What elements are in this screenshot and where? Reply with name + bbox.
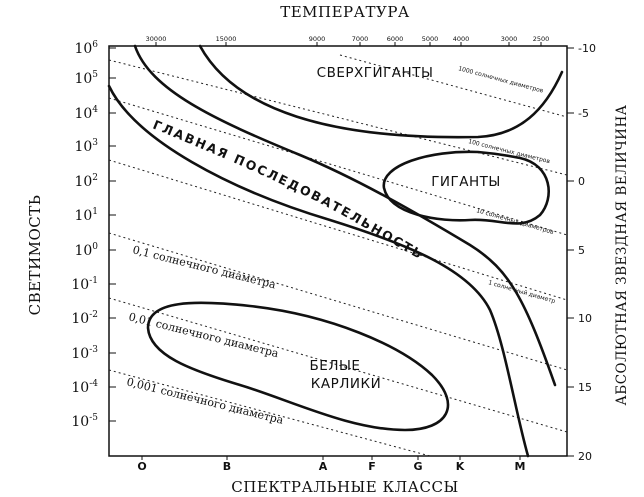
spectral-class-label: G bbox=[413, 460, 422, 473]
spectral-class-label: M bbox=[515, 460, 526, 473]
temperature-tick-label: 15000 bbox=[216, 35, 237, 43]
luminosity-axis-title: СВЕТИМОСТЬ bbox=[26, 195, 44, 316]
spectral-class-label: F bbox=[368, 460, 376, 473]
supergiants-label: СВЕРХГИГАНТЫ bbox=[317, 65, 434, 81]
luminosity-tick-label: 103 bbox=[74, 138, 98, 155]
magnitude-tick-label: 15 bbox=[578, 381, 592, 394]
luminosity-tick-label: 100 bbox=[74, 242, 98, 259]
luminosity-tick-label: 104 bbox=[74, 105, 98, 122]
magnitude-ticks: -10 -5 0 5 10 15 20 bbox=[567, 42, 596, 463]
temperature-axis-title: ТЕМПЕРАТУРА bbox=[280, 3, 410, 21]
spectral-class-label: A bbox=[319, 460, 328, 473]
luminosity-tick-label: 10-5 bbox=[71, 413, 98, 430]
white-dwarfs-label-line1: БЕЛЫЕ bbox=[310, 358, 361, 374]
spectral-class-label: O bbox=[137, 460, 146, 473]
giants-boundary bbox=[382, 150, 550, 225]
luminosity-tick-label: 102 bbox=[74, 173, 98, 190]
luminosity-ticks: 106 105 104 103 102 101 100 10-1 10-2 10-3 10-4 10-… bbox=[71, 40, 116, 430]
temperature-tick-label: 30000 bbox=[146, 35, 167, 43]
temperature-tick-label: 4000 bbox=[453, 35, 470, 43]
luminosity-tick-label: 10-2 bbox=[71, 310, 98, 327]
diameter-label-0-1: 0,1 солнечного диаметра bbox=[131, 243, 277, 291]
magnitude-tick-label: 0 bbox=[578, 175, 585, 188]
magnitude-tick-label: 20 bbox=[578, 450, 592, 463]
luminosity-tick-label: 10-1 bbox=[71, 276, 98, 293]
spectral-class-label: K bbox=[456, 460, 465, 473]
giants-label: ГИГАНТЫ bbox=[431, 174, 501, 190]
temperature-tick-label: 9000 bbox=[309, 35, 326, 43]
temperature-tick-label: 5000 bbox=[422, 35, 439, 43]
magnitude-axis-title: АБСОЛЮТНАЯ ЗВЕЗДНАЯ ВЕЛИЧИНА bbox=[614, 104, 630, 405]
diameter-label-0-001: 0,001 солнечного диаметра bbox=[125, 375, 285, 427]
magnitude-tick-label: 5 bbox=[578, 244, 585, 257]
supergiants-boundary bbox=[198, 44, 564, 139]
plot-frame bbox=[108, 45, 568, 457]
spectral-class-axis-title: СПЕКТРАЛЬНЫЕ КЛАССЫ bbox=[231, 478, 458, 496]
white-dwarfs-boundary bbox=[146, 301, 450, 432]
temperature-tick-label: 2500 bbox=[533, 35, 550, 43]
luminosity-tick-label: 10-4 bbox=[71, 379, 98, 396]
luminosity-tick-label: 105 bbox=[74, 70, 98, 87]
magnitude-tick-label: -5 bbox=[578, 107, 589, 120]
spectral-class-label: B bbox=[223, 460, 231, 473]
magnitude-tick-label: 10 bbox=[578, 312, 592, 325]
luminosity-tick-label: 106 bbox=[74, 40, 98, 57]
diameter-line-1000 bbox=[339, 54, 568, 118]
diameter-line-100 bbox=[108, 59, 568, 176]
magnitude-tick-label: -10 bbox=[578, 42, 596, 55]
luminosity-tick-label: 101 bbox=[74, 207, 98, 224]
main-sequence-lower-boundary bbox=[107, 84, 530, 458]
white-dwarfs-label-line2: КАРЛИКИ bbox=[311, 376, 381, 392]
temperature-tick-label: 3000 bbox=[501, 35, 518, 43]
temperature-tick-label: 7000 bbox=[352, 35, 369, 43]
luminosity-tick-label: 10-3 bbox=[71, 345, 98, 362]
diameter-lines bbox=[108, 54, 568, 457]
temperature-tick-label: 6000 bbox=[387, 35, 404, 43]
main-sequence-upper-boundary bbox=[133, 44, 557, 387]
diameter-line-0-001 bbox=[108, 369, 431, 457]
temperature-ticks: 30000 15000 9000 7000 6000 5000 4000 3000 2500 bbox=[146, 35, 550, 46]
